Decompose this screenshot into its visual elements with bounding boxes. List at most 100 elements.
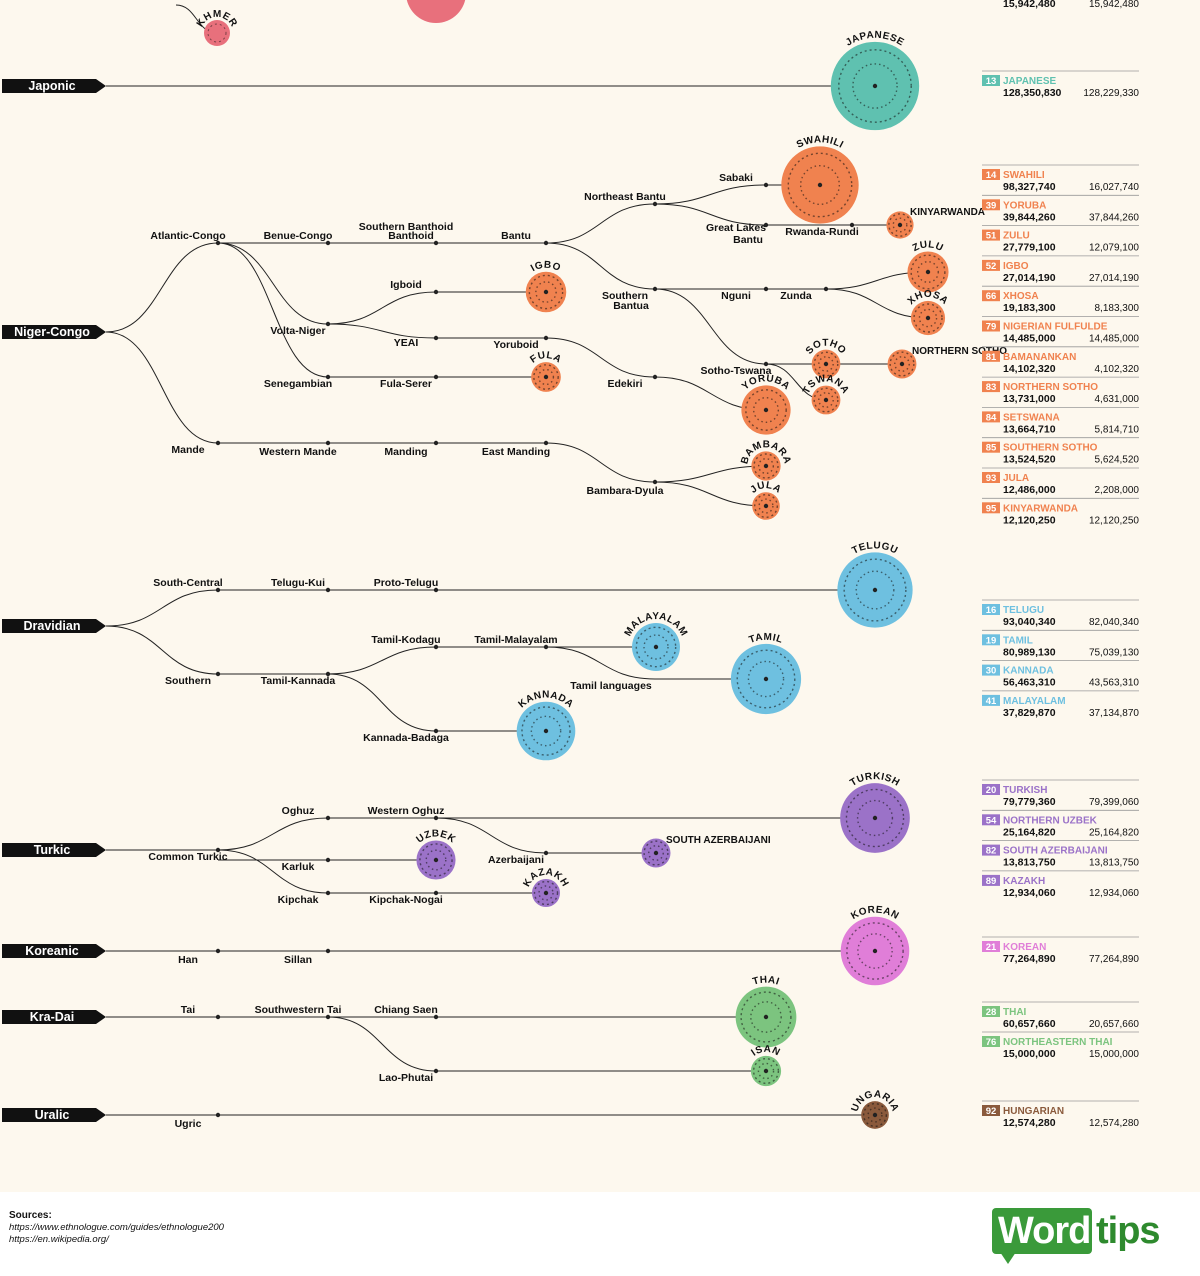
bubble-texture xyxy=(757,457,775,475)
tree-node-dot xyxy=(653,644,659,650)
bubble-texture xyxy=(813,351,839,377)
legend-total-speakers: 37,844,260 xyxy=(1089,212,1139,223)
bubble-texture xyxy=(750,1001,782,1033)
legend-language-name: BAMANANKAN xyxy=(1003,352,1076,363)
branch-label: Lao-Phutai xyxy=(379,1072,433,1084)
legend-total-speakers: 12,079,100 xyxy=(1089,243,1139,254)
tree-node-dot xyxy=(433,335,439,341)
legend-rank: 85 xyxy=(986,443,997,454)
bubble-texture xyxy=(753,453,779,479)
bubble-texture xyxy=(918,308,938,328)
legend-first-language: 79,779,360 xyxy=(1003,796,1056,808)
branch-label: South-Central xyxy=(153,577,222,589)
tree-branch-curve xyxy=(327,323,437,339)
legend-rank: 41 xyxy=(986,696,997,707)
legend-total-speakers: 12,934,060 xyxy=(1089,888,1139,899)
tree-branch-curve xyxy=(327,1016,437,1072)
bubble-texture xyxy=(538,885,554,901)
tree-node-dot xyxy=(925,269,931,275)
branch-label: Banthoid xyxy=(388,230,434,242)
branch-label: Proto-Telugu xyxy=(374,577,439,589)
legend-first-language: 12,574,280 xyxy=(1003,1117,1056,1129)
language-bubble-label: TELUGU xyxy=(850,540,899,556)
bubble-texture xyxy=(419,843,453,877)
legend-language-name: SWAHILI xyxy=(1003,170,1045,181)
branch-label: Southern xyxy=(602,290,648,302)
legend-rank-box xyxy=(982,874,1000,886)
legend-rank: 84 xyxy=(986,412,997,423)
legend-language-name: JAPANESE xyxy=(1003,76,1056,87)
legend-rank: 21 xyxy=(986,942,997,953)
language-bubble-label: TURKISH xyxy=(848,771,901,789)
bubble-texture xyxy=(521,706,571,756)
legend-language-name: TELUGU xyxy=(1003,605,1044,616)
language-bubble-label: NORTHERN SOTHO xyxy=(912,346,1007,357)
tree-node-dot xyxy=(763,463,769,469)
logo-tips: tips xyxy=(1096,1210,1161,1252)
bubble-texture xyxy=(852,63,898,109)
tree-node-dot xyxy=(823,361,829,367)
tree-node-dot xyxy=(215,1014,221,1020)
tree-branch-curve xyxy=(217,242,329,325)
logo-word: Word xyxy=(998,1210,1091,1252)
language-bubble-label: TAMIL xyxy=(748,632,785,646)
legend-total-speakers: 4,102,320 xyxy=(1095,364,1140,375)
sources-title: Sources: xyxy=(9,1210,52,1221)
bubble-texture xyxy=(528,274,564,310)
tree-node-dot xyxy=(899,361,905,367)
legend-rank-box xyxy=(982,694,1000,706)
legend-first-language: 12,934,060 xyxy=(1003,887,1056,899)
language-bubble-label: UZBEK xyxy=(414,828,457,845)
source-link[interactable]: https://en.wikipedia.org/ xyxy=(9,1234,109,1245)
branch-label: Northeast Bantu xyxy=(584,191,666,203)
tree-node-dot xyxy=(433,890,439,896)
bubble-texture xyxy=(846,922,904,980)
legend-total-speakers: 8,183,300 xyxy=(1095,303,1140,314)
tree-node-dot xyxy=(215,948,221,954)
legend-total-speakers: 12,574,280 xyxy=(1089,1118,1139,1129)
family-label-pill xyxy=(2,619,106,633)
legend-rank-box xyxy=(982,604,1000,615)
bubble-texture xyxy=(787,152,853,218)
legend-rank-box xyxy=(982,1036,1000,1047)
bubble-texture xyxy=(530,715,562,747)
source-link[interactable]: https://www.ethnologue.com/guides/ethnol… xyxy=(9,1222,224,1233)
bubble-texture xyxy=(845,788,905,848)
legend-rank: 89 xyxy=(986,876,997,887)
bubble-texture xyxy=(740,991,792,1043)
bubble-texture xyxy=(757,1062,775,1080)
branch-label: Tamil-Malayalam xyxy=(474,634,557,646)
branch-label: Rwanda-Rundi xyxy=(785,226,859,238)
legend-total-speakers: 5,814,710 xyxy=(1095,424,1140,435)
legend-rank: 95 xyxy=(986,503,997,514)
tree-branch-curve xyxy=(327,673,437,732)
legend-language-name: NORTHERN UZBEK xyxy=(1003,815,1098,826)
legend-rank-box xyxy=(982,844,1000,856)
legend-total-speakers: 128,229,330 xyxy=(1083,88,1139,99)
branch-label: Southwestern Tai xyxy=(255,1004,342,1016)
legend-first-language: 80,989,130 xyxy=(1003,646,1056,658)
bubble-texture xyxy=(838,49,912,123)
legend-first-language: 77,264,890 xyxy=(1003,953,1056,965)
legend-rank-box xyxy=(982,259,1000,271)
legend-rank-box xyxy=(982,75,1000,86)
legend-rank-box xyxy=(982,784,1000,795)
bubble-texture xyxy=(818,356,834,372)
legend-first-language: 19,183,300 xyxy=(1003,302,1056,314)
tree-node-dot xyxy=(872,948,878,954)
legend-rank: 66 xyxy=(986,291,997,302)
legend-first-language: 12,486,000 xyxy=(1003,484,1056,496)
tree-node-dot xyxy=(325,890,331,896)
tree-branch-curve xyxy=(654,481,767,507)
tree-node-dot xyxy=(817,182,823,188)
wordtips-logo[interactable]: Word tips xyxy=(992,1208,1182,1268)
branch-label: Azerbaijani xyxy=(488,854,544,866)
family-label-pill xyxy=(2,843,106,857)
legend-language-name: TAMIL xyxy=(1003,635,1033,646)
legend-first-language: 13,813,750 xyxy=(1003,857,1056,869)
branch-label: East Manding xyxy=(482,446,550,458)
tree-node-dot xyxy=(325,857,331,863)
legend-first-language: 15,000,000 xyxy=(1003,1048,1056,1060)
legend-rank-box xyxy=(982,229,1000,241)
tree-branch-curve xyxy=(545,242,656,290)
